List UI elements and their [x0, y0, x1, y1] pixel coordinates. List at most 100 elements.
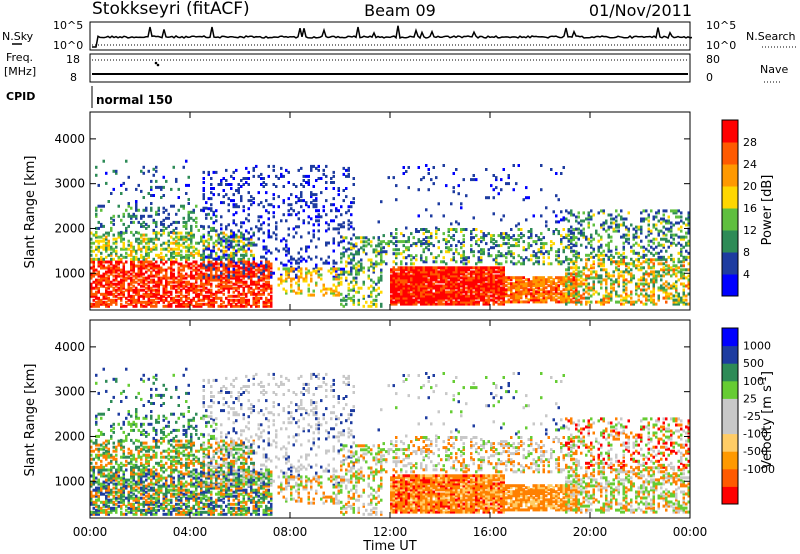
power-cell: [143, 234, 146, 237]
power-cell: [495, 280, 498, 283]
power-cell: [178, 236, 181, 239]
power-cell: [598, 301, 601, 304]
power-cell: [155, 244, 158, 247]
power-cell: [113, 293, 116, 296]
power-cell: [503, 168, 506, 171]
power-cell: [538, 276, 541, 279]
power-cell: [258, 215, 261, 218]
power-cell: [140, 301, 143, 304]
power-cell: [553, 210, 556, 213]
power-cell: [565, 283, 568, 286]
power-cell: [208, 295, 211, 298]
power-cell: [570, 226, 573, 229]
power-cell: [520, 236, 523, 239]
power-cell: [140, 295, 143, 298]
power-cell: [588, 258, 591, 261]
power-cell: [500, 252, 503, 255]
power-cell: [593, 214, 596, 217]
power-cell: [435, 256, 438, 259]
power-cell: [123, 238, 126, 241]
power-cell: [558, 300, 561, 303]
power-cell: [225, 179, 228, 182]
power-cell: [405, 272, 408, 275]
power-cell: [395, 184, 398, 187]
power-cell: [123, 291, 126, 294]
power-cell: [118, 287, 121, 290]
power-cell: [628, 228, 631, 231]
power-cell: [348, 205, 351, 208]
power-cell: [510, 300, 513, 303]
power-cell: [290, 203, 293, 206]
power-cell: [413, 262, 416, 265]
power-cell: [455, 260, 458, 263]
power-cell: [318, 209, 321, 212]
power-cell: [618, 301, 621, 304]
power-cell: [540, 232, 543, 235]
power-cell: [480, 230, 483, 233]
power-cell: [243, 246, 246, 249]
power-cell: [500, 262, 503, 265]
power-cell: [333, 171, 336, 174]
power-cell: [423, 242, 426, 245]
power-cell: [340, 257, 343, 260]
power-cell: [163, 275, 166, 278]
power-cell: [620, 274, 623, 277]
power-cell: [568, 266, 571, 269]
power-cell: [343, 167, 346, 170]
power-cell: [518, 254, 521, 257]
power-cell: [238, 229, 241, 232]
power-cell: [235, 203, 238, 206]
power-cell: [353, 244, 356, 247]
power-cell: [285, 219, 288, 222]
power-cell: [240, 279, 243, 282]
power-cell: [135, 256, 138, 259]
power-cell: [265, 261, 268, 264]
power-cell: [160, 221, 163, 224]
power-cell: [243, 261, 246, 264]
power-cell: [143, 261, 146, 264]
power-cell: [245, 293, 248, 296]
power-cell: [260, 269, 263, 272]
power-cell: [203, 171, 206, 174]
power-cell: [650, 266, 653, 269]
power-cell: [638, 299, 641, 302]
power-cell: [538, 248, 541, 251]
power-cell: [228, 295, 231, 298]
power-cell: [128, 254, 131, 257]
power-cell: [305, 181, 308, 184]
power-cell: [135, 287, 138, 290]
power-cell: [263, 239, 266, 242]
power-cell: [360, 246, 363, 249]
power-cell: [118, 267, 121, 270]
power-cell: [263, 231, 266, 234]
power-cell: [148, 281, 151, 284]
power-cell: [643, 295, 646, 298]
power-cell: [558, 276, 561, 279]
power-cell: [238, 285, 241, 288]
power-cell: [115, 246, 118, 249]
power-cell: [165, 254, 168, 257]
power-cell: [210, 203, 213, 206]
power-cell: [658, 262, 661, 265]
power-cell: [488, 196, 491, 199]
power-cell: [460, 202, 463, 205]
power-cell: [190, 267, 193, 270]
power-cell: [558, 254, 561, 257]
power-cell: [145, 277, 148, 280]
power-cell: [610, 236, 613, 239]
power-cell: [345, 303, 348, 306]
power-cell: [208, 231, 211, 234]
power-cell: [203, 273, 206, 276]
power-cell: [615, 291, 618, 294]
power-cell: [340, 252, 343, 255]
power-cell: [155, 281, 158, 284]
power-cell: [655, 303, 658, 306]
power-cell: [175, 261, 178, 264]
power-cell: [315, 203, 318, 206]
power-cell: [375, 295, 378, 298]
power-cell: [453, 266, 456, 269]
power-cell: [455, 220, 458, 223]
power-cell: [323, 169, 326, 172]
power-cell: [380, 240, 383, 243]
power-cell: [170, 188, 173, 191]
